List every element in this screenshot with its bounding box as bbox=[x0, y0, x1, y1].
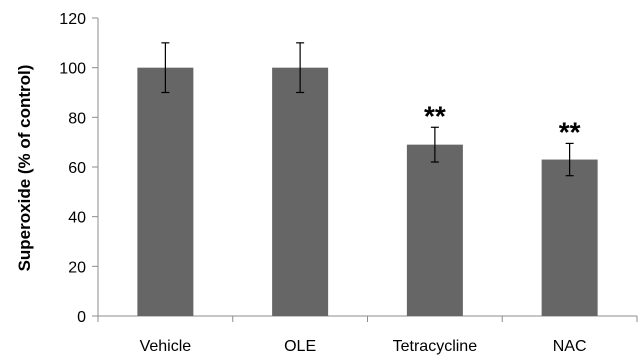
bar bbox=[542, 160, 598, 316]
bar bbox=[272, 68, 328, 316]
y-axis-title: Superoxide (% of control) bbox=[15, 65, 34, 272]
y-tick-label: 0 bbox=[77, 309, 86, 326]
x-tick-label: Vehicle bbox=[140, 338, 192, 355]
significance-label: ** bbox=[559, 116, 581, 147]
bars: ** ** bbox=[137, 43, 597, 316]
x-axis: Vehicle OLE Tetracycline NAC bbox=[98, 316, 637, 355]
y-tick-label: 80 bbox=[68, 110, 86, 127]
y-tick-label: 60 bbox=[68, 160, 86, 177]
y-tick-label: 20 bbox=[68, 259, 86, 276]
bar bbox=[137, 68, 193, 316]
y-tick-label: 40 bbox=[68, 210, 86, 227]
significance-label: ** bbox=[424, 100, 446, 131]
x-tick-label: OLE bbox=[284, 338, 316, 355]
bar bbox=[407, 145, 463, 316]
y-tick-label: 120 bbox=[59, 11, 86, 28]
x-tick-label: Tetracycline bbox=[393, 338, 478, 355]
y-axis: 0 20 40 60 80 100 120 bbox=[59, 11, 98, 326]
x-tick-label: NAC bbox=[553, 338, 587, 355]
y-tick-label: 100 bbox=[59, 61, 86, 78]
